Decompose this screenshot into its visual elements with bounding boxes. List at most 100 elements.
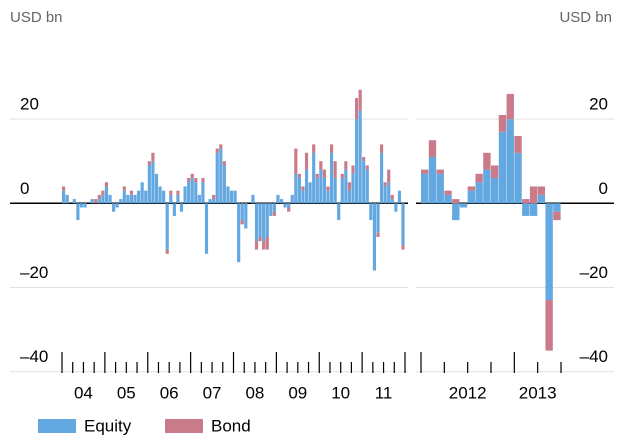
bar <box>498 131 507 204</box>
bar <box>194 178 198 183</box>
bar <box>62 186 66 191</box>
bar <box>379 144 384 153</box>
bar <box>553 203 561 212</box>
bar <box>459 203 468 208</box>
bar <box>279 199 284 204</box>
bar <box>265 203 269 237</box>
bar <box>258 236 262 242</box>
bar <box>340 178 344 204</box>
bar <box>201 178 205 183</box>
bar <box>97 199 101 204</box>
bar <box>522 203 530 216</box>
bar <box>340 173 344 179</box>
bar <box>233 190 237 204</box>
bar <box>322 178 326 204</box>
bar <box>151 161 155 204</box>
bar <box>194 182 198 204</box>
bar <box>112 203 116 212</box>
bar <box>326 186 330 191</box>
x-tick-label: 2012 <box>449 383 487 402</box>
bar <box>308 182 312 204</box>
bar <box>397 190 402 204</box>
bar <box>76 203 80 221</box>
bar <box>315 173 319 179</box>
bar <box>190 178 194 204</box>
bar <box>137 190 141 204</box>
bar <box>376 203 380 233</box>
bar <box>498 114 507 132</box>
bar <box>452 203 460 221</box>
bar <box>276 194 280 204</box>
bar <box>304 152 309 170</box>
bar <box>262 203 266 242</box>
bar <box>529 186 538 204</box>
bar <box>428 157 437 204</box>
bar <box>176 190 180 195</box>
bar <box>354 119 359 204</box>
bar <box>506 93 514 120</box>
bar <box>337 203 341 221</box>
bar <box>452 199 460 204</box>
bar <box>344 169 348 204</box>
bar <box>529 203 538 216</box>
bar <box>158 186 162 204</box>
bar <box>215 148 219 153</box>
bar <box>79 203 84 208</box>
bar <box>401 203 405 246</box>
bar <box>290 194 294 204</box>
bar <box>545 203 553 301</box>
bar <box>165 203 169 250</box>
x-tick-label: 2013 <box>519 383 557 402</box>
bar <box>506 119 514 204</box>
bar <box>514 152 522 204</box>
bar <box>491 178 499 204</box>
bar <box>62 190 66 204</box>
bar <box>94 199 98 204</box>
bar <box>208 199 212 204</box>
x-tick-label: 09 <box>288 383 307 402</box>
y-tick-label: 20 <box>589 95 608 114</box>
bar <box>165 249 169 254</box>
bar <box>467 186 476 191</box>
bar <box>358 89 362 111</box>
bar <box>436 169 444 174</box>
bar <box>379 152 384 204</box>
bar <box>251 194 255 204</box>
bar <box>333 178 337 204</box>
bar <box>491 165 499 179</box>
bar <box>119 199 123 204</box>
bar <box>537 194 546 204</box>
bar <box>421 169 429 174</box>
legend-swatch <box>38 419 76 433</box>
legend-label: Equity <box>84 416 132 435</box>
unit-label: USD bn <box>10 9 63 26</box>
bar <box>319 161 323 170</box>
y-tick-label: –20 <box>20 263 48 282</box>
bar <box>240 220 244 225</box>
bar <box>421 173 429 204</box>
bar <box>258 203 262 237</box>
bar <box>376 232 380 237</box>
bar <box>467 190 476 204</box>
bar <box>351 165 355 174</box>
bar <box>201 182 205 204</box>
bar <box>369 203 373 221</box>
bar <box>354 98 359 120</box>
bar <box>436 173 444 204</box>
bar <box>72 199 76 204</box>
bar <box>283 203 287 208</box>
bar <box>162 190 166 204</box>
x-tick-label: 08 <box>245 383 264 402</box>
bar <box>240 203 244 221</box>
bar <box>444 190 452 195</box>
bar <box>254 241 259 250</box>
bar <box>387 169 391 183</box>
bar <box>444 194 452 204</box>
bar <box>272 211 276 216</box>
bar <box>204 203 209 254</box>
legend-swatch <box>165 419 203 433</box>
bar <box>101 190 105 195</box>
bar <box>365 165 369 170</box>
